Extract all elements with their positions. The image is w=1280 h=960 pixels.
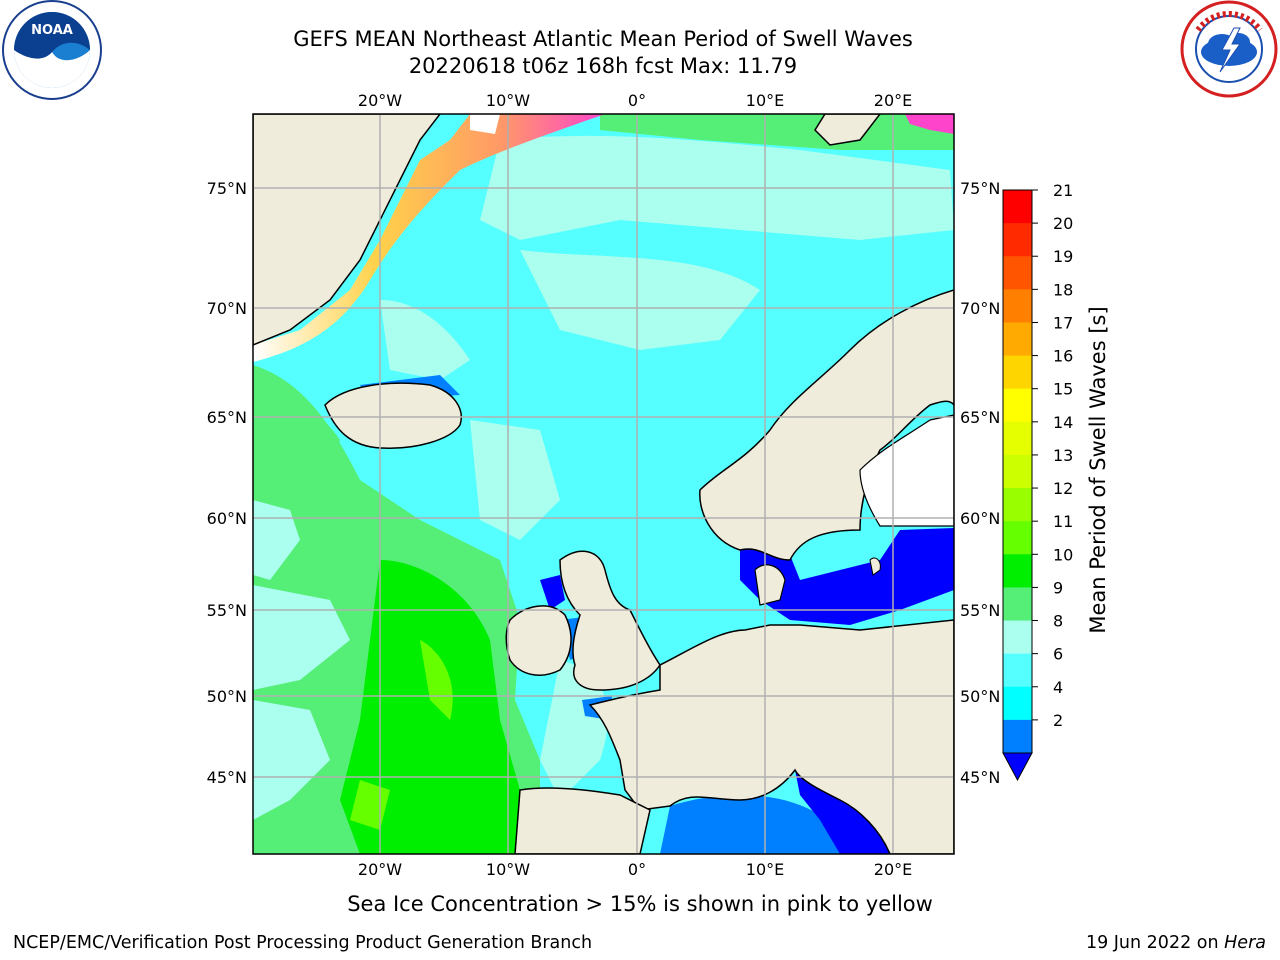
colorbar-segment xyxy=(1003,355,1032,390)
lat-label-left-70n: 70°N xyxy=(207,299,247,318)
iberia-land xyxy=(514,787,651,854)
colorbar-segment xyxy=(1003,289,1032,323)
sea-ice-caption: Sea Ice Concentration > 15% is shown in … xyxy=(347,892,933,916)
map-title: GEFS MEAN Northeast Atlantic Mean Period… xyxy=(293,27,913,51)
lat-label-left-75n: 75°N xyxy=(207,179,247,198)
greenland-land xyxy=(253,114,441,346)
colorbar-frame xyxy=(1002,189,1033,754)
iceland-land xyxy=(324,382,462,449)
colorbar-segment xyxy=(1003,190,1032,224)
colorbar-tick-label: 17 xyxy=(1053,313,1073,332)
denmark-land xyxy=(754,564,786,606)
colorbar-segment xyxy=(1003,454,1032,489)
lon-label-bottom-20e: 20°E xyxy=(874,860,912,879)
footer-date-text: 19 Jun 2022 on xyxy=(1085,933,1225,953)
colorbar-tick-label: 11 xyxy=(1053,512,1073,531)
svalbard-land xyxy=(814,114,881,146)
colorbar-tick-label: 19 xyxy=(1053,247,1073,266)
noaa-logo: NOAA xyxy=(2,0,102,100)
lat-label-left-60n: 60°N xyxy=(207,509,247,528)
lat-label-right-60n: 60°N xyxy=(960,509,1000,528)
lon-label-top-20e: 20°E xyxy=(874,91,912,110)
colorbar-segment xyxy=(1003,256,1032,290)
colorbar-tick-label: 18 xyxy=(1053,280,1073,299)
ireland-land xyxy=(505,605,572,676)
lon-label-bottom-10w: 10°W xyxy=(486,860,530,879)
lat-label-right-70n: 70°N xyxy=(960,299,1000,318)
nws-logo xyxy=(1180,0,1278,98)
lon-label-bottom-0: 0° xyxy=(628,860,646,879)
colorbar-segment xyxy=(1003,421,1032,456)
lat-label-right-75n: 75°N xyxy=(960,179,1000,198)
lon-label-top-10w: 10°W xyxy=(486,91,530,110)
colorbar-tick-label: 16 xyxy=(1053,347,1073,366)
baltic-low-period xyxy=(740,528,954,625)
colorbar-segment xyxy=(1003,488,1032,522)
sea-ice-band xyxy=(253,114,605,362)
colorbar-segment xyxy=(1003,223,1032,257)
colorbar-segment xyxy=(1003,554,1032,588)
map-frame xyxy=(252,113,955,855)
colorbar-segment xyxy=(1003,620,1032,655)
colorbar: 21 20 19 18 17 16 15 14 13 12 11 10 9 8 6 4 2 xyxy=(1002,181,1073,782)
lon-label-bottom-10e: 10°E xyxy=(746,860,784,879)
map-subtitle: 20220618 t06z 168h fcst Max: 11.79 xyxy=(408,54,798,78)
colorbar-segment xyxy=(1003,322,1032,357)
colorbar-tick-label: 13 xyxy=(1053,446,1073,465)
colorbar-segment xyxy=(1003,388,1032,423)
colorbar-segment xyxy=(1003,719,1032,754)
colorbar-tick-label: 6 xyxy=(1053,645,1063,664)
lat-label-left-50n: 50°N xyxy=(207,687,247,706)
colorbar-tick-label: 15 xyxy=(1053,380,1073,399)
mediterranean-low-period xyxy=(660,794,860,854)
colorbar-segment xyxy=(1003,587,1032,622)
lon-label-top-20w: 20°W xyxy=(358,91,402,110)
footer-credit: NCEP/EMC/Verification Post Processing Pr… xyxy=(13,933,593,953)
colorbar-tick-label: 4 xyxy=(1053,678,1063,697)
lat-label-left-65n: 65°N xyxy=(207,408,247,427)
colorbar-label: Mean Period of Swell Waves [s] xyxy=(1086,306,1110,634)
europe-mainland xyxy=(588,619,954,854)
colorbar-segment xyxy=(1003,653,1032,688)
lon-label-bottom-20w: 20°W xyxy=(358,860,402,879)
colorbar-tick-label: 12 xyxy=(1053,479,1073,498)
lat-label-left-45n: 45°N xyxy=(207,768,247,787)
swell-field-10s xyxy=(340,560,520,854)
colorbar-tick-label: 14 xyxy=(1053,413,1073,432)
colorbar-tick-label: 21 xyxy=(1053,181,1073,200)
colorbar-extend-arrow xyxy=(1002,752,1033,782)
lat-label-right-55n: 55°N xyxy=(960,601,1000,620)
colorbar-tick-label: 20 xyxy=(1053,214,1073,233)
lat-label-right-65n: 65°N xyxy=(960,408,1000,427)
colorbar-segment xyxy=(1003,686,1032,721)
great-britain-land xyxy=(559,550,661,691)
lat-label-right-45n: 45°N xyxy=(960,768,1000,787)
lon-label-top-10e: 10°E xyxy=(746,91,784,110)
colorbar-segment xyxy=(1003,521,1032,555)
noaa-logo-text: NOAA xyxy=(31,23,73,38)
lat-label-left-55n: 55°N xyxy=(207,601,247,620)
lon-label-top-0: 0° xyxy=(628,91,646,110)
map-area xyxy=(253,114,954,854)
colorbar-tick-label: 9 xyxy=(1053,578,1063,597)
map-gridlines xyxy=(253,114,954,854)
footer-date: 19 Jun 2022 on Hera xyxy=(1086,933,1266,953)
footer-host: Hera xyxy=(1224,933,1266,953)
lat-label-right-50n: 50°N xyxy=(960,687,1000,706)
colorbar-tick-label: 8 xyxy=(1053,612,1063,631)
colorbar-tick-label: 2 xyxy=(1053,711,1063,730)
scandinavia-land xyxy=(699,289,954,561)
colorbar-tick-label: 10 xyxy=(1053,545,1073,564)
